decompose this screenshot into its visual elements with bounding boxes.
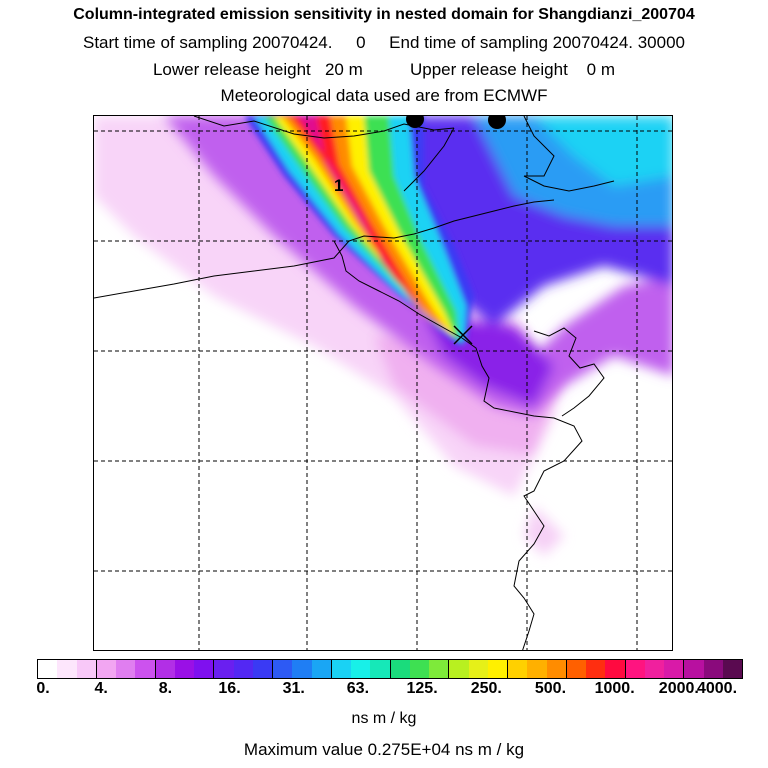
color-scale-segment [586, 660, 606, 678]
color-scale-tick-label: 1000. [594, 680, 635, 697]
color-scale-segment [155, 660, 175, 678]
color-scale-segment [174, 660, 194, 678]
color-scale-segment [292, 660, 312, 678]
color-scale-segment [722, 660, 742, 678]
color-scale-segment [703, 660, 723, 678]
color-scale-tick-label: 63. [346, 680, 370, 697]
color-scale-segment [429, 660, 450, 678]
color-scale-tick-label: 2000. [658, 680, 699, 697]
max-value-label: Maximum value 0.275E+04 ns m / kg [243, 740, 525, 759]
color-scale-segment [116, 660, 136, 678]
color-scale-segment [605, 660, 626, 678]
lat-lon-grid [94, 116, 672, 650]
color-scale-tick-label: 16. [218, 680, 241, 697]
color-scale-tick-label: 0. [36, 680, 50, 697]
color-scale-segment [252, 660, 273, 678]
color-scale-segment [625, 660, 645, 678]
color-scale-tick-label: 4000. [696, 680, 738, 697]
color-scale-segment [214, 660, 234, 678]
location-dot [406, 116, 424, 128]
color-scale-segment [311, 660, 332, 678]
met-data-line: Meteorological data used are from ECMWF [220, 86, 548, 105]
color-scale-tick-label: 4. [94, 680, 108, 697]
color-scale-segment [233, 660, 253, 678]
color-scale-segment [566, 660, 586, 678]
sampling-time-line: Start time of sampling 20070424. 0 End t… [83, 33, 685, 52]
color-scale-segment [76, 660, 97, 678]
color-scale-segment [273, 660, 293, 678]
coastlines [94, 116, 615, 650]
color-scale-segment [409, 660, 429, 678]
color-scale-segment [527, 660, 547, 678]
color-scale-segment [644, 660, 664, 678]
release-site-marker [453, 325, 473, 345]
sensitivity-map: 1 [93, 115, 673, 651]
color-scale-bar [37, 659, 743, 679]
color-scale-segment [351, 660, 371, 678]
color-scale-segment [468, 660, 488, 678]
color-scale-segment [331, 660, 351, 678]
color-scale-segment [57, 660, 77, 678]
color-scale-segment [390, 660, 410, 678]
map-title: Column-integrated emission sensitivity i… [73, 6, 695, 23]
release-height-line: Lower release height 20 m Upper release … [152, 60, 616, 79]
color-scale-segment [508, 660, 528, 678]
location-dot [488, 116, 506, 129]
color-scale-segment [449, 660, 469, 678]
map-canvas: 1 [94, 116, 672, 650]
color-scale-tick-label: 250. [470, 680, 502, 697]
color-scale-tick-label: 8. [158, 680, 173, 697]
color-scale-tick-label: 125. [406, 680, 438, 697]
color-scale-segment [546, 660, 567, 678]
unit-label: ns m / kg [351, 710, 417, 727]
color-scale-segment [96, 660, 116, 678]
color-scale-segment [38, 660, 58, 678]
color-scale-segment [487, 660, 508, 678]
color-scale-segment [135, 660, 156, 678]
color-scale-segment [370, 660, 391, 678]
emission-plume [244, 116, 474, 346]
color-scale-segment [194, 660, 215, 678]
color-scale-segment [664, 660, 685, 678]
contour-label: 1 [334, 176, 343, 195]
color-scale-segment [684, 660, 704, 678]
color-scale-tick-label: 31. [282, 680, 305, 697]
color-scale-tick-label: 500. [534, 680, 567, 697]
